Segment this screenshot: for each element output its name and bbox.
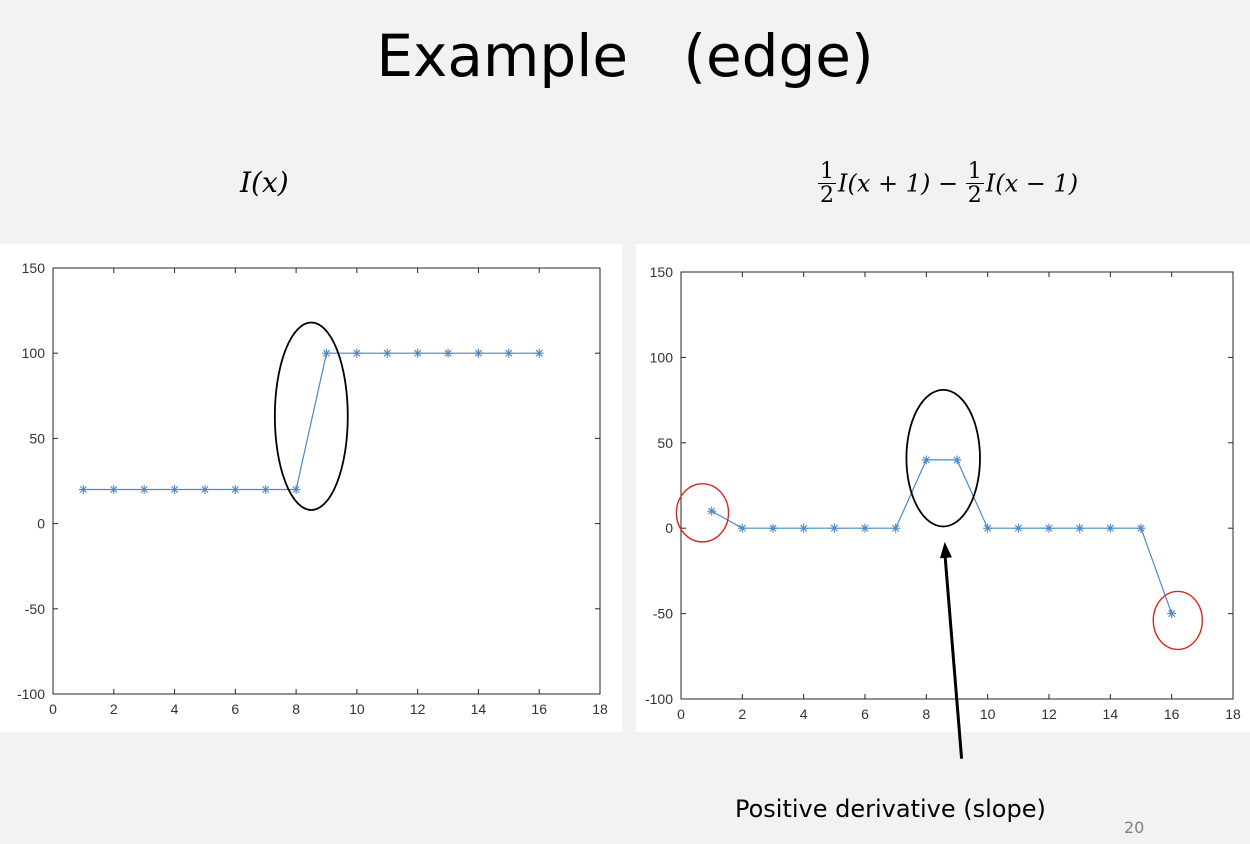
y-tick-label: 150	[22, 260, 46, 276]
data-point-asterisk	[504, 348, 514, 358]
x-tick-label: 6	[231, 701, 239, 717]
y-tick-label: -50	[25, 601, 45, 617]
formula-left: I(x)	[240, 166, 289, 199]
data-point-asterisk	[983, 523, 993, 533]
y-tick-label: 150	[650, 264, 674, 280]
data-point-asterisk	[109, 485, 119, 495]
y-tick-label: 50	[29, 430, 45, 446]
data-point-asterisk	[78, 485, 88, 495]
x-tick-label: 2	[110, 701, 118, 717]
red-circle-annotation	[675, 483, 730, 543]
frac-numerator: 1	[818, 159, 836, 185]
data-point-asterisk	[1044, 523, 1054, 533]
y-tick-label: -100	[17, 686, 45, 702]
x-tick-label: 18	[592, 701, 608, 717]
formula-right: 1 2 I(x + 1) − 1 2 I(x − 1)	[818, 160, 1078, 207]
x-tick-label: 12	[410, 701, 426, 717]
chart-left: 0 2 4 6 8 10 12 14 16 18 -100 -50 0 50 100 150	[17, 260, 608, 717]
page-number: 20	[1124, 818, 1145, 837]
frac-numerator: 1	[965, 159, 984, 185]
data-point-asterisk	[230, 485, 240, 495]
data-point-asterisk	[707, 506, 717, 516]
data-point-asterisk	[352, 348, 362, 358]
data-point-asterisk	[261, 485, 271, 495]
x-tick-label: 2	[738, 706, 746, 722]
data-point-asterisk	[413, 348, 423, 358]
x-tick-label: 6	[861, 706, 869, 722]
y-tick-label: 0	[37, 516, 45, 532]
data-point-asterisk	[1167, 609, 1177, 619]
y-tick-label: 100	[650, 349, 674, 365]
x-tick-label: 8	[922, 706, 930, 722]
x-tick-label: 10	[980, 706, 996, 722]
data-point-asterisk	[1105, 523, 1115, 533]
frac-denominator: 2	[967, 183, 982, 209]
data-point-asterisk	[829, 523, 839, 533]
data-point-asterisk	[921, 455, 931, 465]
axes-box	[52, 267, 601, 695]
x-tick-label: 16	[1164, 706, 1180, 722]
series-line	[83, 352, 540, 491]
black-ellipse-annotation	[905, 388, 981, 528]
data-point-asterisk	[200, 485, 210, 495]
data-point-asterisk	[322, 348, 331, 358]
x-tick-label: 0	[49, 701, 57, 717]
y-tick-label: -50	[653, 606, 673, 622]
axes-box	[680, 271, 1234, 700]
y-tick-label: 100	[22, 345, 46, 361]
x-tick-label: 18	[1225, 706, 1241, 722]
formula-term-1: I(x + 1) −	[838, 169, 966, 198]
x-tick-label: 14	[471, 701, 487, 717]
data-point-asterisk	[170, 485, 180, 495]
data-point-asterisk	[799, 523, 809, 533]
chart-right: 0 2 4 6 8 10 12 14 16 18 -100 -50 0 50 100 150	[645, 264, 1241, 759]
x-tick-label: 8	[292, 701, 300, 717]
x-tick-label: 4	[171, 701, 179, 717]
data-point-asterisk	[1075, 523, 1085, 533]
x-tick-label: 0	[677, 706, 685, 722]
red-circle-annotation	[1152, 590, 1204, 651]
data-point-asterisk	[534, 348, 544, 358]
plot-panel-left: 0 2 4 6 8 10 12 14 16 18 -100 -50 0 50 100 150	[0, 244, 622, 732]
data-point-asterisk	[860, 523, 870, 533]
frac-denominator: 2	[820, 183, 834, 209]
x-tick-label: 4	[800, 706, 808, 722]
arrow-head	[939, 541, 952, 559]
y-tick-label: -100	[645, 691, 673, 707]
formula-term-2: I(x − 1)	[985, 169, 1079, 198]
data-point-asterisk	[382, 348, 392, 358]
x-tick-label: 16	[531, 701, 547, 717]
data-point-asterisk	[737, 523, 747, 533]
slide-title: Example (edge)	[376, 22, 874, 90]
x-tick-label: 14	[1103, 706, 1119, 722]
data-point-asterisk	[443, 348, 453, 358]
x-tick-label: 10	[349, 701, 365, 717]
plot-panel-right: 0 2 4 6 8 10 12 14 16 18 -100 -50 0 50 100 150	[636, 244, 1250, 759]
data-point-asterisk	[1136, 523, 1146, 533]
data-point-asterisk	[139, 485, 149, 495]
y-tick-label: 0	[665, 520, 673, 536]
black-ellipse-annotation	[273, 321, 349, 511]
data-point-asterisk	[952, 455, 962, 465]
y-tick-label: 50	[657, 435, 673, 451]
series-line	[711, 459, 1173, 614]
data-point-asterisk	[891, 523, 901, 533]
data-point-asterisk	[1013, 523, 1023, 533]
arrow-shaft	[943, 551, 964, 759]
data-point-asterisk	[768, 523, 778, 533]
data-point-asterisk	[473, 348, 483, 358]
annotation-text: Positive derivative (slope)	[735, 795, 1046, 823]
data-point-asterisk	[291, 485, 301, 495]
x-tick-label: 12	[1041, 706, 1057, 722]
